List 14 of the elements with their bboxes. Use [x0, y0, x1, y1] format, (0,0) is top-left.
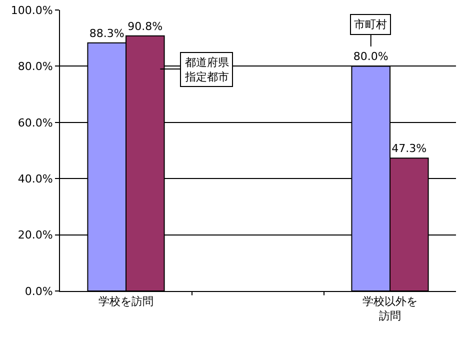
- x-tick-label: 学校を訪問: [98, 295, 154, 308]
- data-label: 88.3%: [89, 26, 124, 40]
- annotation: 市町村: [354, 18, 387, 31]
- y-tick-label: 40.0%: [18, 172, 53, 186]
- y-tick-label: 20.0%: [18, 228, 53, 242]
- data-label: 90.8%: [128, 20, 163, 33]
- y-tick-label: 60.0%: [18, 116, 53, 130]
- y-tick-label: 0.0%: [24, 284, 53, 298]
- data-label: 80.0%: [353, 50, 388, 64]
- y-tick-label: 80.0%: [18, 60, 53, 74]
- data-label: 47.3%: [392, 142, 427, 156]
- x-tick-label: 学校以外を訪問: [362, 295, 418, 322]
- y-tick-label: 100.0%: [10, 4, 53, 17]
- annotation: 都道府県指定都市: [184, 56, 229, 84]
